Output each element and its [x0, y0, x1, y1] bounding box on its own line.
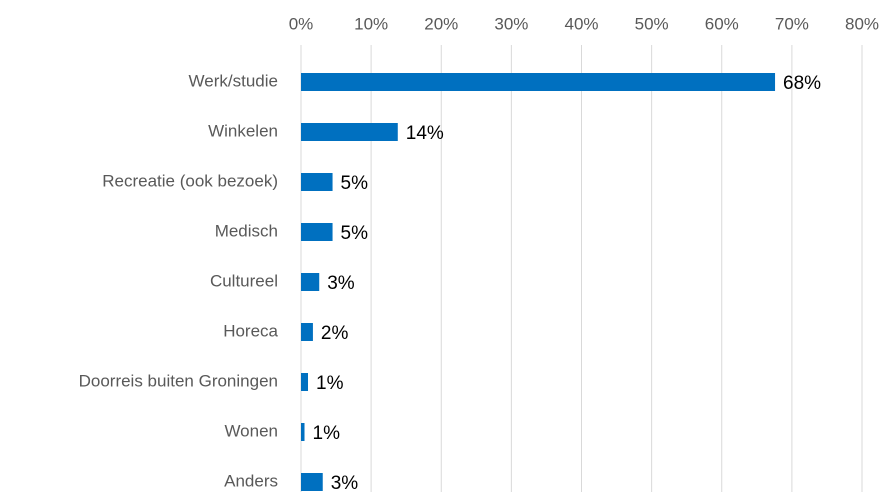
value-label: 5%	[341, 173, 369, 194]
category-label: Recreatie (ook bezoek)	[102, 171, 278, 190]
x-tick-label: 40%	[564, 14, 598, 33]
value-label: 14%	[406, 123, 444, 144]
x-tick-label: 80%	[845, 14, 879, 33]
x-tick-label: 20%	[424, 14, 458, 33]
bar	[301, 73, 776, 91]
category-label: Horeca	[223, 321, 278, 340]
value-label: 2%	[321, 323, 349, 344]
bar	[301, 373, 309, 391]
value-label: 1%	[316, 373, 344, 394]
bar	[301, 323, 313, 341]
bar	[301, 173, 333, 191]
value-label: 68%	[783, 73, 821, 94]
x-tick-label: 0%	[289, 14, 314, 33]
bar	[301, 123, 398, 141]
category-label: Cultureel	[210, 271, 278, 290]
x-tick-label: 30%	[494, 14, 528, 33]
category-label: Medisch	[215, 221, 278, 240]
category-label: Werk/studie	[189, 71, 278, 90]
x-tick-label: 70%	[775, 14, 809, 33]
value-label: 1%	[313, 423, 341, 444]
value-label: 3%	[331, 473, 359, 494]
value-label: 5%	[341, 223, 369, 244]
value-label: 3%	[327, 273, 355, 294]
x-tick-label: 60%	[705, 14, 739, 33]
bar	[301, 273, 320, 291]
bar	[301, 473, 323, 491]
x-tick-label: 10%	[354, 14, 388, 33]
category-label: Winkelen	[208, 121, 278, 140]
category-label: Anders	[224, 471, 278, 490]
x-tick-label: 50%	[635, 14, 669, 33]
bar	[301, 423, 305, 441]
bar	[301, 223, 333, 241]
category-label: Doorreis buiten Groningen	[79, 371, 278, 390]
category-label: Wonen	[224, 421, 278, 440]
